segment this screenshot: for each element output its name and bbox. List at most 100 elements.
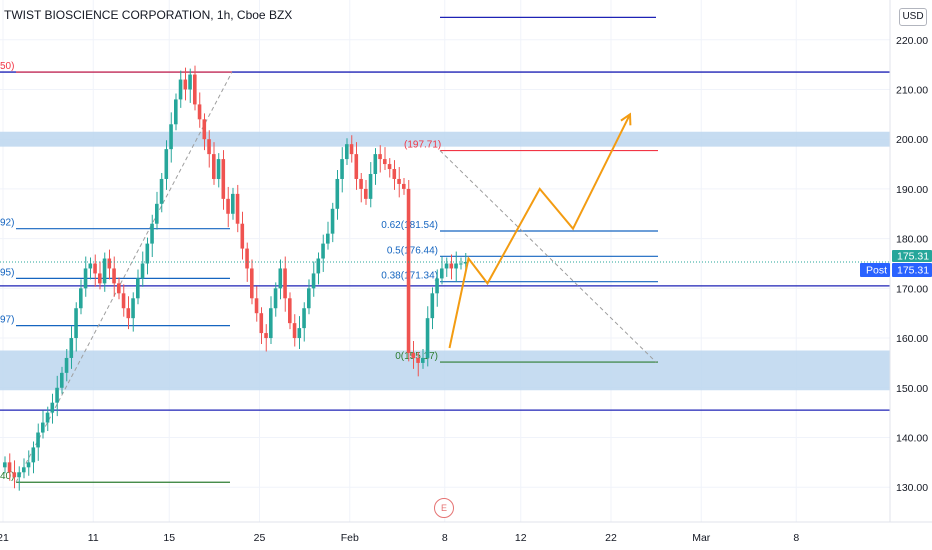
price-zone	[0, 131, 890, 147]
price-zone	[0, 350, 890, 391]
candle-body	[297, 328, 302, 339]
candle-body	[364, 188, 368, 199]
candle-body	[150, 223, 154, 244]
price-tick-label: 180.00	[896, 234, 928, 246]
candle-body	[421, 357, 425, 363]
candle-body	[60, 372, 64, 388]
candle-body	[463, 261, 468, 264]
candle-body	[69, 338, 74, 358]
candle-body	[188, 74, 192, 90]
candle-body	[212, 154, 216, 179]
candle-body	[117, 283, 121, 294]
candle-body	[22, 467, 26, 473]
candle-body	[131, 298, 135, 319]
time-tick-label: 12	[515, 532, 527, 544]
candle-body	[264, 333, 268, 339]
candle-body	[207, 139, 211, 155]
candle-body	[416, 357, 420, 363]
candle-body	[311, 273, 316, 289]
candle-body	[102, 258, 107, 284]
fib-level-label: 92)	[0, 218, 14, 229]
candle-body	[126, 308, 131, 319]
candle-body	[41, 422, 45, 433]
fib-level-label: (197.71)	[404, 140, 441, 151]
candle-body	[387, 164, 392, 170]
candle-body	[406, 188, 411, 353]
candle-body	[45, 412, 50, 423]
candle-body	[326, 233, 330, 244]
candle-body	[226, 198, 230, 214]
fib-level-label: 97)	[0, 315, 14, 326]
candle-body	[136, 278, 140, 299]
price-tick-label: 130.00	[896, 482, 928, 494]
fib-level-label: 0(155.17)	[395, 351, 438, 362]
price-tick-label: 140.00	[896, 432, 928, 444]
post-label-tag	[860, 262, 890, 277]
last-price-tag-text: 175.31	[897, 250, 929, 262]
currency-button[interactable]: USD	[899, 8, 927, 26]
candle-body	[50, 402, 55, 413]
candle-body	[83, 268, 88, 289]
candle-body	[449, 263, 454, 269]
candle-body	[159, 178, 164, 204]
chart-title: TWIST BIOSCIENCE CORPORATION, 1h, Cboe B…	[4, 8, 293, 22]
candle-body	[378, 154, 382, 160]
earnings-event-marker[interactable]: E	[434, 498, 454, 518]
candle-body	[31, 447, 36, 463]
time-tick-label: 11	[88, 532, 99, 544]
candle-body	[7, 462, 12, 473]
fib-level-label: 0.5(176.44)	[387, 245, 438, 256]
candle-body	[345, 144, 349, 160]
candle-body	[411, 352, 416, 358]
time-tick-label: 25	[254, 532, 266, 544]
price-tick-label: 150.00	[896, 383, 928, 395]
candle-body	[273, 288, 278, 309]
candle-body	[373, 154, 378, 174]
candle-body	[321, 243, 325, 259]
time-tick-label: 15	[163, 532, 175, 544]
fib-level-label: 40)	[0, 471, 14, 482]
candle-body	[193, 74, 197, 105]
fib-trend-line	[439, 150, 657, 363]
candle-body	[26, 462, 31, 468]
candle-body	[397, 178, 401, 184]
projection-arrow-head	[620, 112, 632, 126]
projection-path	[448, 113, 631, 349]
time-tick-label: Feb	[341, 532, 359, 544]
candle-body	[302, 308, 306, 329]
candle-body	[354, 154, 359, 179]
candle-body	[231, 193, 235, 214]
candle-body	[359, 178, 363, 189]
candle-body	[107, 258, 112, 269]
time-tick-label: 8	[442, 532, 448, 544]
candle-body	[235, 193, 240, 224]
post-price-tag	[892, 262, 932, 277]
candle-body	[288, 298, 292, 324]
candle-body	[245, 248, 249, 269]
candle-body	[349, 144, 354, 155]
candle-body	[392, 169, 397, 179]
candle-body	[98, 273, 102, 284]
candle-body	[145, 243, 150, 264]
candle-body	[174, 99, 178, 125]
price-tick-label: 190.00	[896, 184, 928, 196]
candle-body	[93, 263, 97, 274]
time-tick-label: Mar	[692, 532, 711, 544]
candle-body	[17, 472, 21, 478]
price-tick-label: 170.00	[896, 283, 928, 295]
candle-body	[197, 104, 202, 120]
candle-body	[74, 308, 78, 339]
candle-body	[3, 462, 7, 468]
candle-body	[435, 278, 439, 294]
post-price-tag-text: 175.31	[897, 264, 929, 276]
candle-body	[278, 268, 283, 289]
candle-body	[121, 293, 126, 309]
candle-body	[454, 263, 458, 269]
price-tick-label: 160.00	[896, 333, 928, 345]
candle-body	[330, 208, 335, 234]
post-label-tag-text: Post	[866, 264, 887, 276]
price-tick-label: 220.00	[896, 35, 928, 47]
candle-body	[112, 268, 116, 284]
candle-body	[12, 472, 17, 478]
